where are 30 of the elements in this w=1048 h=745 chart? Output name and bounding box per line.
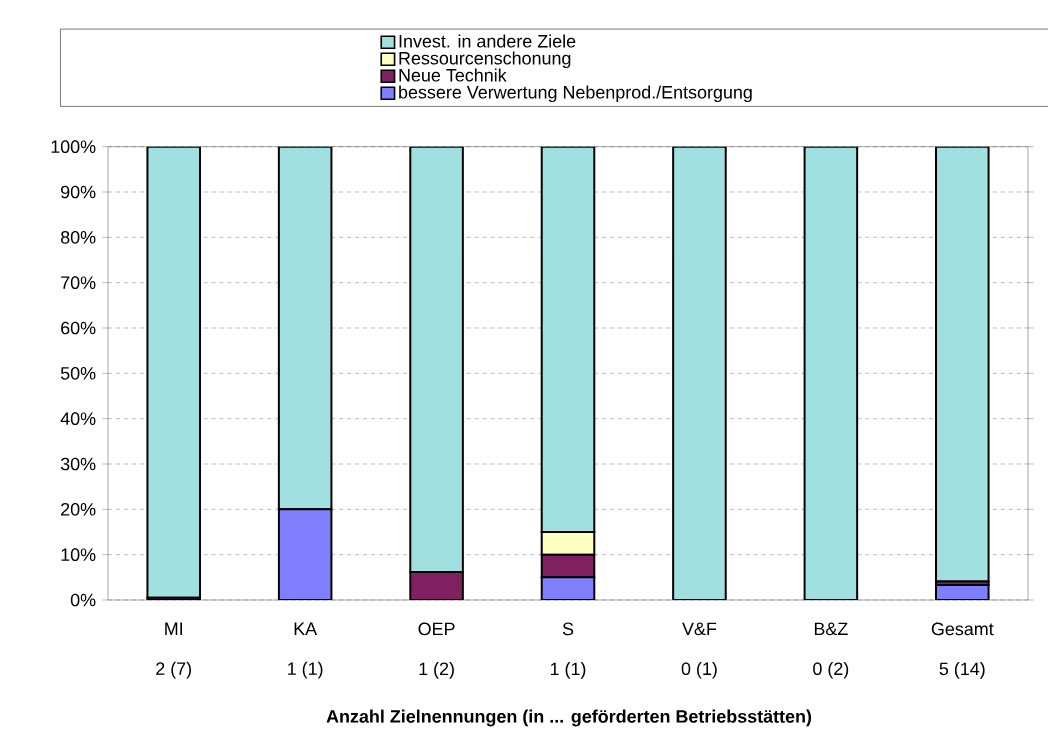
x-tick-label: MI [165,622,183,635]
y-tick-label: 80% [60,230,96,244]
x-tick-label: V&F [682,622,717,636]
y-tick-label: 0% [70,593,96,607]
y-tick-label: 30% [60,457,96,471]
text: 1 (1) [550,662,586,679]
y-tick-label: 70% [61,276,96,289]
y-tick-label: 90% [61,185,96,199]
legend-label: bessere Verwertung Nebenprod./Entsorgung [399,85,752,103]
y-tick-label: 50% [60,366,96,380]
x-tick-label: S [562,622,574,636]
legend-label: Ressourcenschonung [399,51,571,69]
legend-label: Neue Technik [399,68,507,82]
text: 2 (7) [156,661,192,679]
x-tick-label: KA [294,622,318,635]
x-tick-label: Gesamt [931,622,994,636]
x-tick-label: B&Z [814,622,848,636]
y-tick-label: 40% [60,412,96,425]
x-tick-label: OEP [418,622,455,636]
text: 5 (14) [939,662,985,679]
y-tick-label: 100% [51,140,96,153]
y-tick-label: 60% [61,321,96,335]
x-axis-title: Anzahl Zielnennungen (in ... geförderten Betriebsstätten) [326,709,812,727]
legend-label: Invest. in andere Ziele [399,34,576,48]
text: 0 (2) [813,661,849,679]
y-tick-label: 10% [61,548,96,562]
y-tick-label: 20% [61,502,96,516]
text: 1 (1) [288,661,323,679]
text: 1 (2) [419,662,454,679]
text: 0 (1) [681,661,717,679]
